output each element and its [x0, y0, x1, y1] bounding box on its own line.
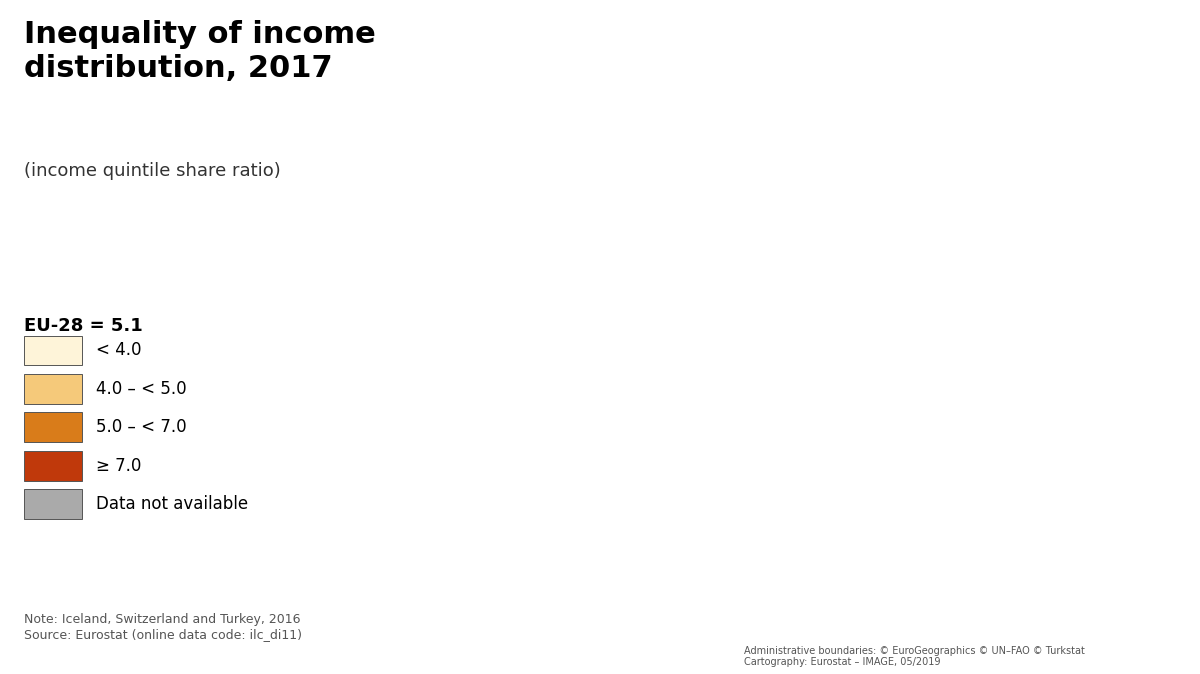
Text: 5.0 – < 7.0: 5.0 – < 7.0 [96, 419, 187, 436]
FancyBboxPatch shape [24, 412, 82, 442]
Text: Note: Iceland, Switzerland and Turkey, 2016
Source: Eurostat (online data code: : Note: Iceland, Switzerland and Turkey, 2… [24, 613, 302, 642]
FancyBboxPatch shape [24, 451, 82, 481]
Text: ≥ 7.0: ≥ 7.0 [96, 457, 142, 474]
FancyBboxPatch shape [24, 336, 82, 365]
Text: Administrative boundaries: © EuroGeographics © UN–FAO © Turkstat
Cartography: Eu: Administrative boundaries: © EuroGeograp… [744, 646, 1085, 667]
Text: Inequality of income
distribution, 2017: Inequality of income distribution, 2017 [24, 20, 376, 83]
Text: 4.0 – < 5.0: 4.0 – < 5.0 [96, 380, 187, 398]
Text: EU-28 = 5.1: EU-28 = 5.1 [24, 317, 143, 335]
Text: (income quintile share ratio): (income quintile share ratio) [24, 162, 281, 180]
FancyBboxPatch shape [24, 374, 82, 404]
Text: Data not available: Data not available [96, 495, 248, 513]
Text: < 4.0: < 4.0 [96, 342, 142, 359]
FancyBboxPatch shape [24, 489, 82, 519]
